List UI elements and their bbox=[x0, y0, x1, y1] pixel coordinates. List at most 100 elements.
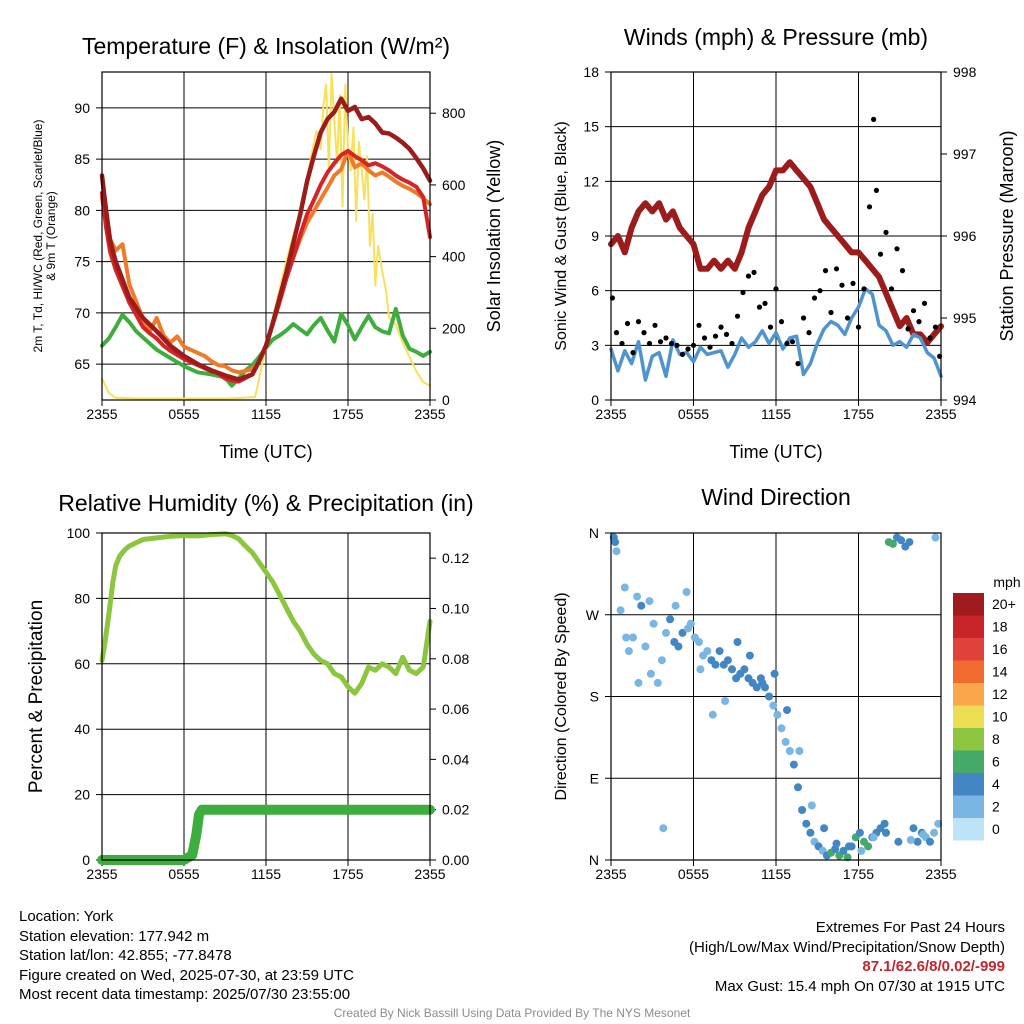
station-elevation: Station elevation: 177.942 m bbox=[19, 927, 210, 945]
figure-created: Figure created on Wed, 2025-07-30, at 23… bbox=[19, 966, 354, 984]
x-tick-label: 1155 bbox=[251, 866, 281, 882]
legend-swatch bbox=[953, 773, 984, 796]
direction-point bbox=[783, 706, 791, 715]
direction-point bbox=[777, 724, 786, 733]
direction-point bbox=[798, 806, 807, 814]
credit-line: Created By Nick Bassill Using Data Provi… bbox=[333, 1006, 691, 1020]
x-tick-label: 1155 bbox=[251, 406, 281, 422]
legend-swatch bbox=[953, 615, 984, 638]
legend-swatch bbox=[953, 728, 984, 751]
y-axis-label: Percent & Precipitation bbox=[26, 600, 47, 793]
gust-point bbox=[613, 330, 620, 336]
direction-point bbox=[888, 539, 897, 548]
gust-point bbox=[756, 304, 763, 310]
extremes-values: 87.1/62.6/8/0.02/-999 bbox=[862, 958, 1005, 975]
legend-label: 4 bbox=[992, 776, 1000, 792]
y-tick-label: S bbox=[590, 689, 599, 705]
panel-temperature: 2355 0555 1155 1755 2355 65 70 75 80 85 90 0 200 400 6… bbox=[31, 33, 504, 462]
plot-border bbox=[610, 71, 942, 401]
gust-point bbox=[828, 309, 834, 316]
direction-point bbox=[820, 824, 829, 833]
y2-tick-label: 0.06 bbox=[442, 701, 469, 717]
direction-point bbox=[637, 601, 646, 610]
heatindex-line bbox=[99, 96, 433, 382]
direction-point bbox=[909, 824, 918, 833]
y2-tick-label: 998 bbox=[953, 64, 977, 80]
direction-point bbox=[616, 606, 625, 615]
x-tick-label: 1155 bbox=[761, 406, 791, 422]
y-tick-label: W bbox=[586, 607, 600, 623]
y-axis-label: & 9m T (Orange) bbox=[44, 191, 58, 281]
direction-point bbox=[745, 651, 754, 660]
legend-label: 12 bbox=[992, 686, 1008, 702]
gust-point bbox=[641, 330, 647, 336]
x-axis-label: Time (UTC) bbox=[729, 442, 822, 462]
y2-tick-label: 0.00 bbox=[442, 852, 469, 868]
legend-label: 14 bbox=[992, 664, 1008, 680]
station-location: Location: York bbox=[19, 908, 114, 925]
direction-point bbox=[930, 828, 939, 837]
direction-point bbox=[897, 536, 906, 545]
direction-point bbox=[671, 601, 680, 610]
gust-point bbox=[932, 324, 939, 330]
gust-point bbox=[646, 340, 653, 347]
direction-point bbox=[844, 842, 853, 851]
recent-timestamp: Most recent data timestamp: 2025/07/30 2… bbox=[19, 986, 351, 1003]
gust-point bbox=[690, 342, 697, 348]
y2-tick-label: 800 bbox=[442, 105, 466, 121]
gust-point bbox=[927, 335, 933, 341]
y-tick-label: 80 bbox=[74, 590, 90, 606]
direction-point bbox=[802, 819, 811, 828]
direction-point bbox=[695, 638, 703, 646]
direction-point bbox=[678, 628, 687, 637]
direction-point bbox=[785, 747, 794, 755]
legend-label: 16 bbox=[992, 641, 1008, 657]
speed-legend: mph 20+ 18 16 14 12 10 8 6 4 2 0 bbox=[953, 574, 1021, 841]
gust-point bbox=[877, 251, 884, 257]
y-tick-label: N bbox=[589, 525, 599, 541]
chart-title: Relative Humidity (%) & Precipitation (i… bbox=[58, 490, 473, 516]
x-tick-label: 2355 bbox=[86, 406, 117, 422]
gust-point bbox=[899, 268, 906, 274]
legend-swatch bbox=[953, 750, 984, 773]
legend-label: 20+ bbox=[992, 596, 1016, 612]
direction-point bbox=[612, 547, 621, 556]
direction-point bbox=[657, 656, 666, 665]
direction-point bbox=[721, 697, 730, 705]
direction-point bbox=[708, 710, 717, 719]
x-tick-label: 1755 bbox=[332, 866, 363, 882]
direction-point bbox=[807, 801, 816, 810]
x-tick-label: 1755 bbox=[843, 866, 874, 882]
y-tick-label: 6 bbox=[591, 283, 599, 299]
direction-point bbox=[855, 828, 864, 837]
extremes-subtitle: (High/Low/Max Wind/Precipitation/Snow De… bbox=[689, 938, 1005, 956]
direction-point bbox=[674, 642, 683, 651]
x-tick-label: 1755 bbox=[843, 406, 874, 422]
direction-point bbox=[770, 669, 779, 678]
legend-swatch bbox=[953, 683, 984, 706]
y2-axis-label: Station Pressure (Maroon) bbox=[997, 130, 1017, 341]
y-tick-label: 80 bbox=[74, 202, 90, 218]
direction-point bbox=[646, 669, 655, 678]
x-tick-label: 2355 bbox=[925, 866, 956, 882]
direction-point bbox=[682, 588, 691, 596]
gust-point bbox=[723, 331, 730, 337]
gust-point bbox=[806, 330, 812, 336]
y2-tick-label: 0.02 bbox=[442, 802, 469, 818]
legend-swatch bbox=[953, 660, 984, 683]
dewpoint-line bbox=[100, 306, 432, 388]
gust-point bbox=[663, 335, 669, 341]
gust-point bbox=[873, 187, 880, 193]
direction-point bbox=[765, 692, 774, 701]
direction-point bbox=[645, 597, 654, 606]
plot-border bbox=[101, 71, 431, 401]
direction-point bbox=[723, 656, 732, 665]
gust-point bbox=[883, 229, 889, 235]
direction-point bbox=[733, 638, 742, 646]
direction-point bbox=[696, 665, 705, 674]
direction-point bbox=[622, 633, 631, 642]
gust-point bbox=[773, 286, 779, 292]
gust-point bbox=[871, 116, 877, 122]
station-latlon: Station lat/lon: 42.855; -77.8478 bbox=[19, 947, 232, 964]
